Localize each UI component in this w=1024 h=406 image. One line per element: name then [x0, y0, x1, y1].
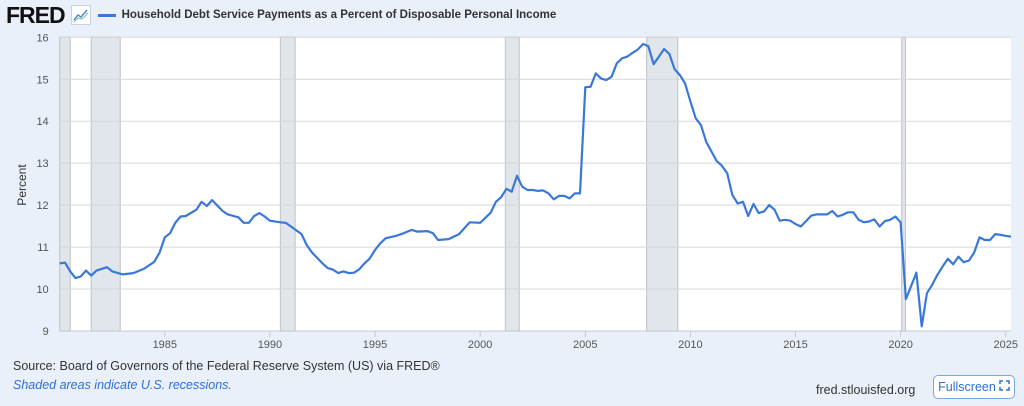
y-tick-label: 15 [36, 74, 48, 86]
y-tick-label: 9 [43, 326, 49, 338]
site-link[interactable]: fred.stlouisfed.org [816, 383, 916, 397]
chart-header: FRED Household Debt Service Payments as … [6, 2, 556, 28]
x-tick-label: 2015 [783, 339, 807, 351]
x-tick-label: 1985 [153, 339, 177, 351]
fullscreen-label: Fullscreen [938, 380, 996, 394]
x-tick-label: 2000 [468, 339, 492, 351]
legend-line-swatch [97, 13, 116, 17]
chart-title[interactable]: Household Debt Service Payments as a Per… [121, 9, 557, 21]
recession-band [59, 36, 71, 332]
recession-band [504, 36, 520, 332]
expand-icon [999, 380, 1010, 394]
fullscreen-button[interactable]: Fullscreen [933, 375, 1015, 399]
y-tick-label: 16 [36, 32, 48, 44]
recession-note: Shaded areas indicate U.S. recessions. [13, 378, 232, 392]
y-tick-label: 11 [37, 242, 48, 254]
plot-area [59, 37, 1011, 332]
line-chart-icon [70, 5, 91, 25]
x-tick-label: 2010 [678, 339, 702, 351]
series-line [59, 42, 1012, 328]
recession-band [279, 36, 296, 332]
x-tick-label: 1990 [258, 339, 282, 351]
x-tick-label: 2005 [573, 339, 597, 351]
recession-band [646, 36, 679, 332]
y-tick-label: 10 [36, 284, 48, 296]
x-tick-label: 2020 [888, 339, 912, 351]
y-axis-label: Percent [15, 164, 29, 206]
x-tick-label: 1995 [363, 339, 387, 351]
y-tick-label: 12 [36, 200, 48, 212]
source-text: Source: Board of Governors of the Federa… [13, 359, 440, 373]
recession-band [90, 36, 121, 332]
y-tick-label: 14 [36, 116, 48, 128]
x-tick-label: 2025 [994, 339, 1018, 351]
fred-logo[interactable]: FRED [6, 1, 66, 28]
y-tick-label: 13 [36, 158, 48, 170]
